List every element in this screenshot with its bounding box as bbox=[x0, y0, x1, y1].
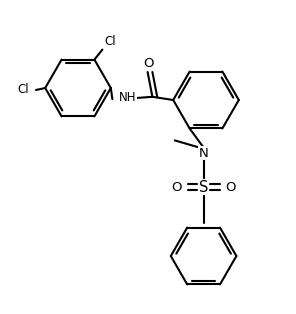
Text: N: N bbox=[199, 147, 208, 160]
Text: Cl: Cl bbox=[17, 84, 29, 96]
Text: O: O bbox=[225, 181, 236, 194]
Text: Cl: Cl bbox=[104, 35, 116, 48]
Text: O: O bbox=[172, 181, 182, 194]
Text: O: O bbox=[143, 57, 154, 70]
Text: NH: NH bbox=[119, 91, 136, 104]
Text: S: S bbox=[199, 180, 208, 195]
